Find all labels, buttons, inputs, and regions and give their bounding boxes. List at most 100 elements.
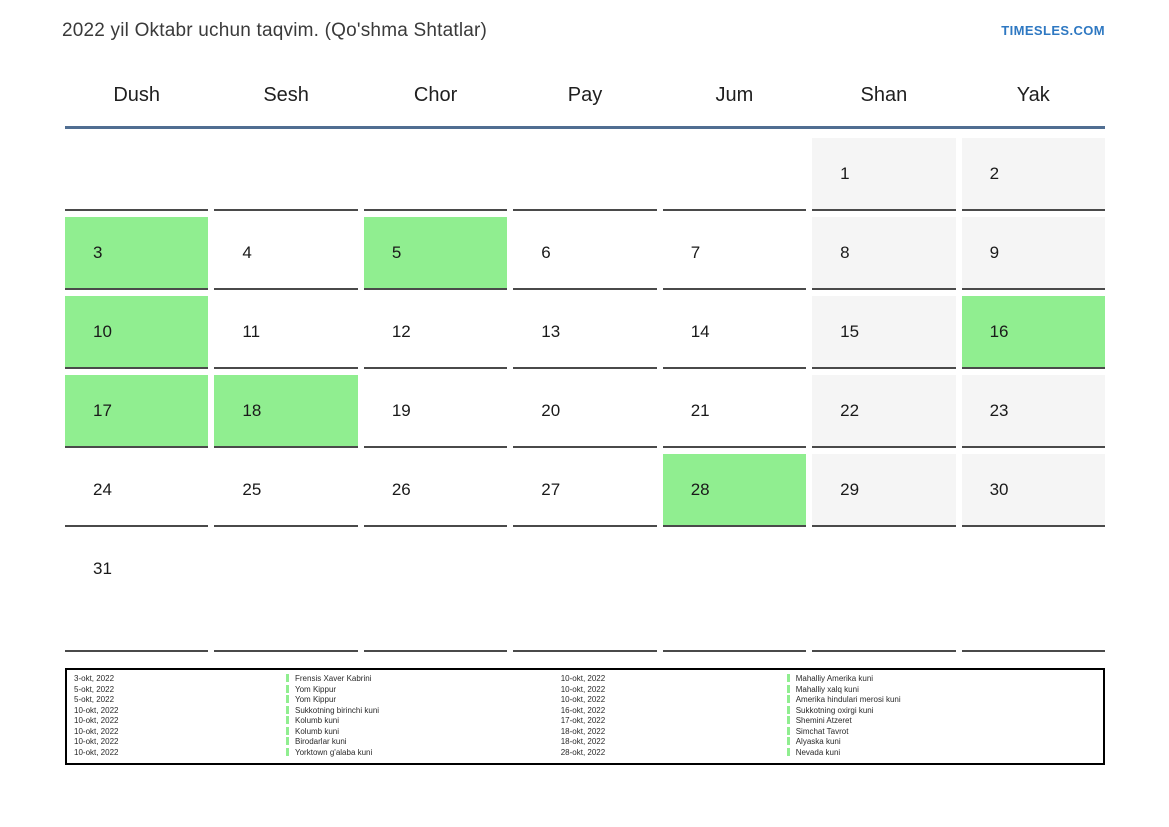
legend-holiday-name: Birodarlar kuni <box>286 737 561 748</box>
day-cell-19: 19 <box>363 375 508 448</box>
day-number: 13 <box>541 322 561 341</box>
legend-holiday-name: Alyaska kuni <box>786 737 1103 748</box>
weekday-label-pay: Pay <box>567 84 603 106</box>
legend-date: 16-okt, 2022 <box>560 705 606 715</box>
day-cell-31: 31 <box>65 533 209 652</box>
legend-date: 10-okt, 2022 <box>74 747 119 757</box>
day-number: 28 <box>690 480 710 499</box>
weekday-label-sesh: Sesh <box>263 84 309 106</box>
day-cell-22: 22 <box>812 375 956 448</box>
legend-holiday-name: Simchat Tavrot <box>786 726 1103 738</box>
day-cell-25: 25 <box>214 454 358 527</box>
legend-date: 10-okt, 2022 <box>74 716 119 725</box>
day-number: 18 <box>242 401 262 420</box>
holiday-marker-icon <box>286 695 289 703</box>
legend-entry: 5-okt, 2022 Yom Kippur <box>74 684 561 696</box>
empty-cell <box>961 533 1105 652</box>
day-number: 15 <box>840 322 860 341</box>
day-number: 2 <box>989 164 1000 183</box>
day-number: 22 <box>840 401 860 420</box>
holiday-marker-icon <box>286 737 289 745</box>
holiday-marker-icon <box>786 705 790 714</box>
legend-date: 18-okt, 2022 <box>560 737 606 746</box>
legend-column: 3-okt, 2022 Frensis Xaver Kabrini 5-okt, 2… <box>74 674 561 758</box>
empty-cell <box>363 533 508 652</box>
empty-cell <box>214 533 358 652</box>
empty-cell <box>812 533 956 652</box>
holiday-marker-icon <box>286 726 289 735</box>
legend-holiday-name: Yorktown g'alaba kuni <box>286 747 561 759</box>
day-number: 30 <box>989 480 1009 499</box>
legend-holiday-name: Frensis Xaver Kabrini <box>286 674 561 685</box>
day-number: 24 <box>93 480 112 499</box>
day-cell-30: 30 <box>961 454 1105 527</box>
page: 2022 yil Oktabr uchun taqvim. (Qo'shma S… <box>62 20 1105 765</box>
day-number: 9 <box>989 243 1000 262</box>
legend-entry: 18-okt, 2022 Alyaska kuni <box>561 737 1103 748</box>
empty-cell <box>363 138 508 211</box>
legend-holiday-name: Yom Kippur <box>286 684 561 696</box>
legend-entry: 10-okt, 2022 Mahalliy Amerika kuni <box>561 674 1103 685</box>
day-cell-6: 6 <box>513 217 657 290</box>
calendar-grid: 1 2 3 4 5 6 7 8 9 10 11 12 13 14 15 16 17 18 19 20 21 22 23 24 2… <box>65 138 1105 652</box>
day-number: 7 <box>690 243 701 262</box>
day-cell-10: 10 <box>65 296 209 369</box>
day-cell-29: 29 <box>812 454 956 527</box>
holiday-marker-icon <box>286 674 289 682</box>
site-logo-link[interactable]: TIMESLES.COM <box>1001 23 1105 38</box>
day-cell-1: 1 <box>812 138 956 211</box>
day-cell-9: 9 <box>961 217 1105 290</box>
weekday-label-jum: Jum <box>715 84 754 106</box>
day-number: 16 <box>989 322 1009 341</box>
legend-date: 5-okt, 2022 <box>74 695 115 704</box>
day-cell-4: 4 <box>214 217 358 290</box>
legend-holiday-name: Sukkotning birinchi kuni <box>286 705 561 717</box>
day-cell-3: 3 <box>65 217 209 290</box>
day-number: 27 <box>541 480 561 499</box>
weekday-label-dush: Dush <box>113 84 161 106</box>
day-cell-17: 17 <box>65 375 209 448</box>
top-bar: 2022 yil Oktabr uchun taqvim. (Qo'shma S… <box>62 20 1105 42</box>
holiday-marker-icon <box>786 726 790 735</box>
day-number: 5 <box>391 243 402 262</box>
legend-holiday-name: Nevada kuni <box>786 747 1103 759</box>
holiday-marker-icon <box>786 737 790 745</box>
weekday-label-chor: Chor <box>413 84 458 106</box>
day-number: 26 <box>391 480 411 499</box>
day-cell-26: 26 <box>363 454 508 527</box>
day-number: 29 <box>840 480 860 499</box>
legend-date: 10-okt, 2022 <box>74 726 119 736</box>
legend-entry: 28-okt, 2022 Nevada kuni <box>561 747 1103 759</box>
legend-holiday-name: Mahalliy Amerika kuni <box>786 674 1103 685</box>
empty-cell <box>513 533 657 652</box>
holiday-marker-icon <box>286 684 289 693</box>
day-cell-14: 14 <box>662 296 807 369</box>
day-cell-24: 24 <box>65 454 209 527</box>
legend-entry: 3-okt, 2022 Frensis Xaver Kabrini <box>74 674 561 685</box>
legend-entry: 17-okt, 2022 Shemini Atzeret <box>561 716 1103 727</box>
legend-date: 5-okt, 2022 <box>74 684 115 694</box>
legend-holiday-name: Shemini Atzeret <box>786 716 1103 727</box>
empty-cell <box>662 138 807 211</box>
day-number: 11 <box>242 322 261 341</box>
holiday-marker-icon <box>286 747 289 756</box>
day-number: 1 <box>840 164 850 183</box>
day-cell-7: 7 <box>662 217 807 290</box>
legend-holiday-name: Sukkotning oxirgi kuni <box>786 705 1103 717</box>
holiday-marker-icon <box>786 716 790 724</box>
legend-holiday-name: Mahalliy xalq kuni <box>786 684 1103 696</box>
holiday-marker-icon <box>286 705 289 714</box>
holiday-marker-icon <box>786 695 790 703</box>
day-cell-5: 5 <box>363 217 508 290</box>
legend-entry: 5-okt, 2022 Yom Kippur <box>74 695 561 706</box>
day-number: 31 <box>93 559 112 578</box>
day-number: 12 <box>391 322 411 341</box>
empty-cell <box>662 533 807 652</box>
day-cell-28: 28 <box>662 454 807 527</box>
legend-entry: 10-okt, 2022 Amerika hindulari merosi kun… <box>561 695 1103 706</box>
day-cell-23: 23 <box>961 375 1105 448</box>
day-number: 20 <box>541 401 561 420</box>
day-cell-18: 18 <box>214 375 358 448</box>
legend-holiday-name: Amerika hindulari merosi kuni <box>786 695 1103 706</box>
day-number: 8 <box>840 243 850 262</box>
